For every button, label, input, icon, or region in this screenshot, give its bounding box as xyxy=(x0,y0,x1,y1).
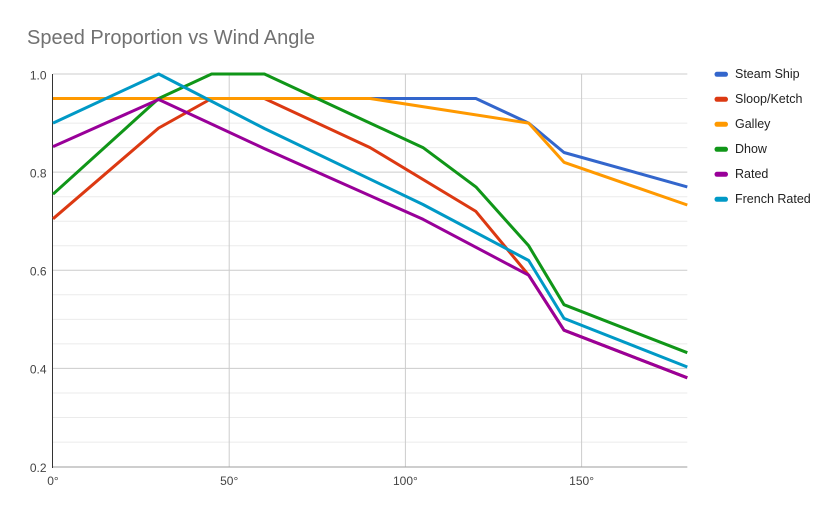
svg-text:0.4: 0.4 xyxy=(30,363,47,377)
svg-text:Rated: Rated xyxy=(735,167,768,181)
svg-text:Steam Ship: Steam Ship xyxy=(735,67,800,81)
svg-text:Dhow: Dhow xyxy=(735,142,768,156)
svg-text:Speed Proportion vs Wind Angle: Speed Proportion vs Wind Angle xyxy=(27,27,315,49)
svg-text:French Rated: French Rated xyxy=(735,192,811,206)
svg-text:0.2: 0.2 xyxy=(30,461,47,475)
svg-text:Galley: Galley xyxy=(735,117,771,131)
svg-text:0.8: 0.8 xyxy=(30,166,47,180)
svg-text:50°: 50° xyxy=(220,474,238,488)
svg-text:1.0: 1.0 xyxy=(30,68,47,82)
svg-text:100°: 100° xyxy=(393,474,418,488)
svg-text:Sloop/Ketch: Sloop/Ketch xyxy=(735,92,802,106)
svg-text:0°: 0° xyxy=(47,474,59,488)
svg-text:150°: 150° xyxy=(569,474,594,488)
svg-text:0.6: 0.6 xyxy=(30,265,47,279)
